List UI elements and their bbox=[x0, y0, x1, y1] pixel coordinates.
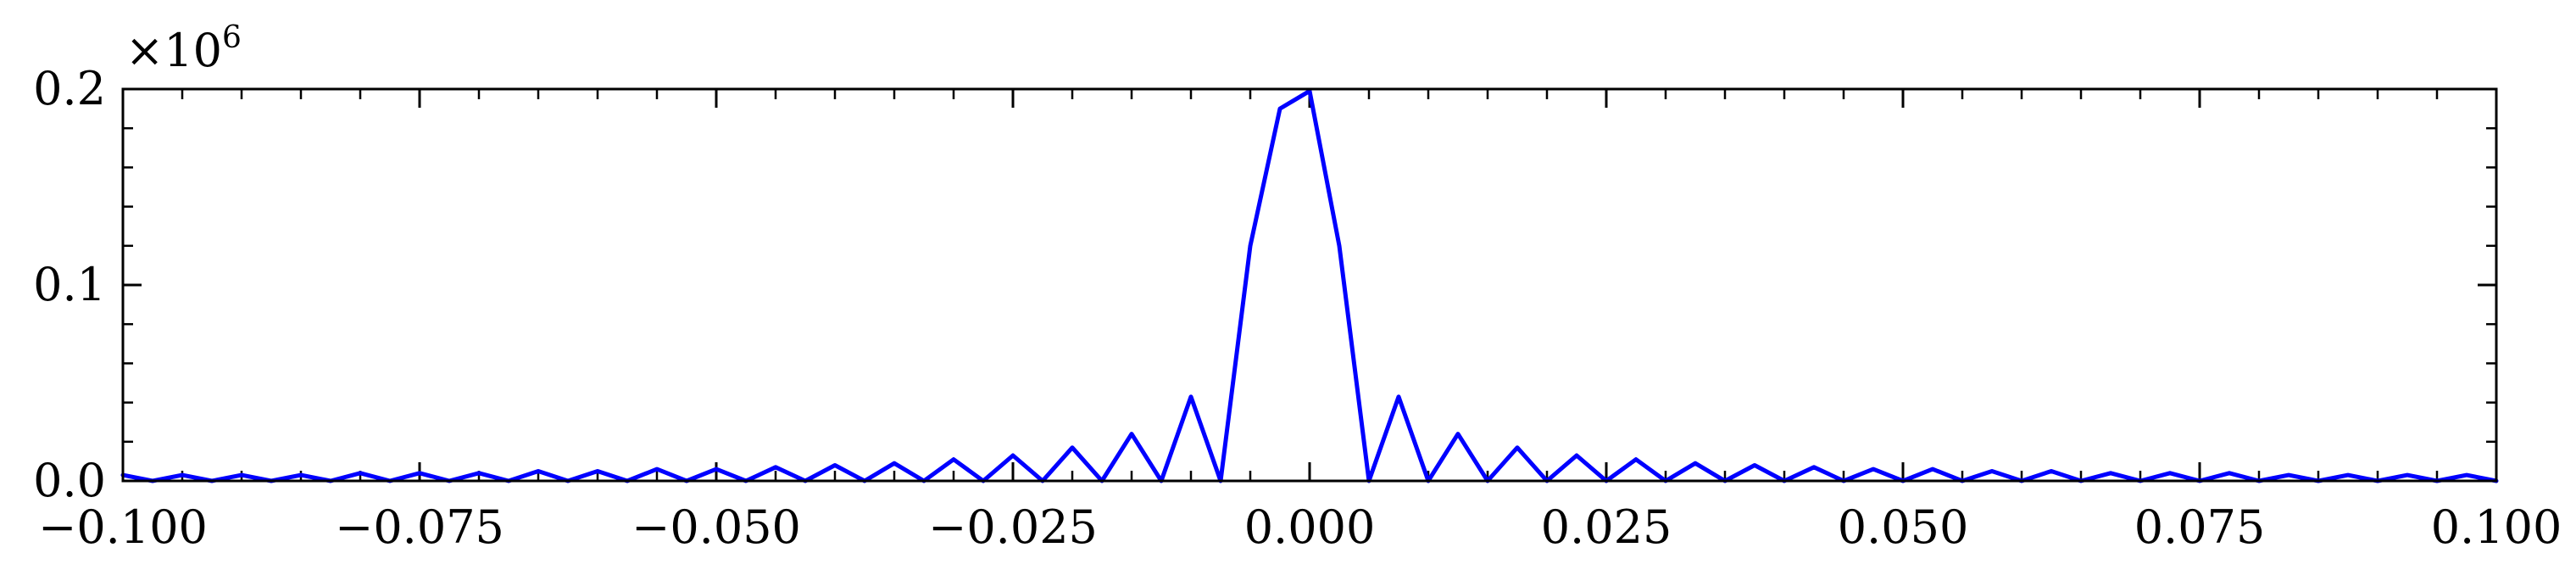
y-tick-label: 0.0 bbox=[33, 454, 106, 507]
x-tick-label: 0.075 bbox=[2134, 500, 2266, 554]
x-tick-label: 0.025 bbox=[1541, 500, 1672, 554]
x-tick-label: 0.000 bbox=[1244, 500, 1376, 554]
x-tick-label: −0.025 bbox=[928, 500, 1098, 554]
x-tick-label: 0.100 bbox=[2431, 500, 2562, 554]
y-multiplier-label: ×106 bbox=[125, 20, 242, 77]
x-tick-label: −0.100 bbox=[38, 500, 208, 554]
tick-labels-layer: −0.100 −0.075 −0.050 −0.025 0.000 0.025 0.050 0… bbox=[33, 62, 2562, 554]
ticks-layer bbox=[121, 87, 2498, 483]
plot-frame bbox=[121, 87, 2498, 483]
y-multiplier-exponent: 6 bbox=[222, 20, 242, 55]
y-tick-label: 0.1 bbox=[33, 258, 106, 311]
y-tick-label: 0.2 bbox=[33, 62, 106, 115]
series-line bbox=[120, 88, 2499, 483]
x-tick-label: 0.050 bbox=[1838, 500, 1969, 554]
x-tick-label: −0.075 bbox=[335, 500, 504, 554]
x-tick-label: −0.050 bbox=[631, 500, 801, 554]
